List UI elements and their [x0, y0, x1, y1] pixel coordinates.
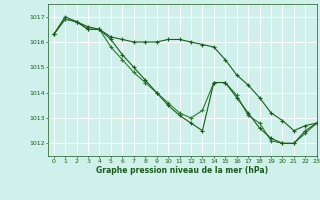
X-axis label: Graphe pression niveau de la mer (hPa): Graphe pression niveau de la mer (hPa) [96, 166, 268, 175]
